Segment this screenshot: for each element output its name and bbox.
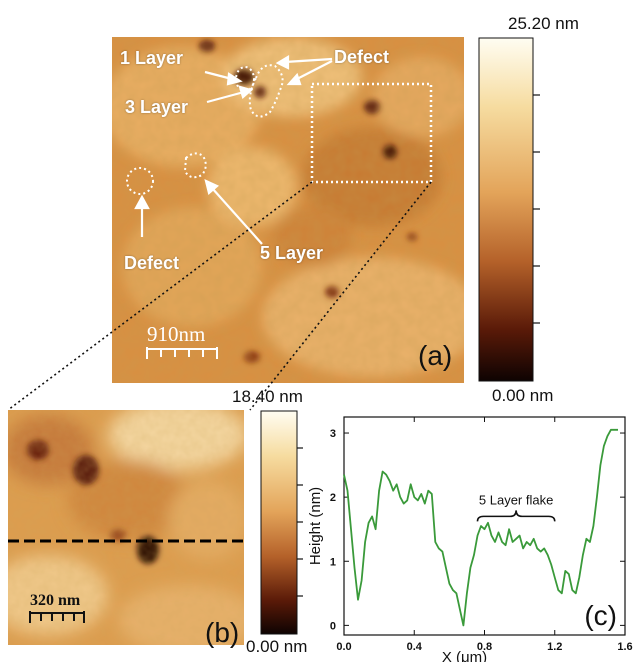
y-tick-label: 3 xyxy=(330,428,336,440)
colorbar-b-max-label: 18.40 nm xyxy=(232,387,303,406)
afm-image-b xyxy=(8,410,244,645)
arrow-five-layer xyxy=(211,187,263,245)
colorbar-a-max-label: 25.20 nm xyxy=(508,14,579,33)
defect-outline-left xyxy=(126,167,154,195)
colorbar-a-min-label: 0.00 nm xyxy=(492,386,554,405)
label-one-layer: 1 Layer xyxy=(120,48,184,68)
y-axis-label: Height (nm) xyxy=(307,487,324,565)
y-tick-label: 1 xyxy=(330,556,336,568)
x-tick-label: 1.2 xyxy=(547,641,562,653)
panel-label-a: (a) xyxy=(418,340,453,371)
five-layer-outline xyxy=(183,152,207,179)
plot-frame xyxy=(343,416,626,636)
scale-bar-a-label: 910nm xyxy=(147,322,206,346)
zoom-box xyxy=(310,82,433,184)
arrow-head-three-layer xyxy=(238,85,254,99)
flake-annotation-label: 5 Layer flake xyxy=(479,492,553,507)
arrow-three-layer xyxy=(206,90,245,104)
colorbar-b xyxy=(260,410,303,635)
arrow-head-five-layer xyxy=(204,179,220,196)
label-defect-left: Defect xyxy=(124,253,180,273)
x-tick-label: 0.8 xyxy=(477,641,492,653)
x-tick-label: 0.0 xyxy=(336,641,351,653)
arrow-head-one-layer xyxy=(226,72,243,86)
zoom-line-right xyxy=(249,181,432,411)
arrow-head-defect-left xyxy=(134,194,150,210)
height-profile-line xyxy=(343,428,618,627)
afm-image-a xyxy=(112,37,464,383)
arrow-defect-1 xyxy=(284,57,333,64)
colorbar-b-min-label: 0.00 nm xyxy=(246,637,308,656)
panel-label-c: (c) xyxy=(584,600,617,631)
three-layer-outline xyxy=(248,64,284,118)
label-defect-top: Defect xyxy=(334,47,390,67)
y-tick-label: 0 xyxy=(330,620,336,632)
y-tick-label: 2 xyxy=(330,492,336,504)
scale-bar-b-label: 320 nm xyxy=(30,592,81,609)
arrow-defect-2 xyxy=(294,60,333,81)
x-tick-label: 1.6 xyxy=(617,641,632,653)
arrow-head-defect-2 xyxy=(286,72,302,86)
zoom-line-left xyxy=(7,181,313,411)
x-tick-label: 0.4 xyxy=(407,641,423,653)
arrow-head-defect-1 xyxy=(275,55,290,70)
x-axis-label: X (μm) xyxy=(442,649,487,662)
height-profile-chart: 0.0 0.4 0.8 1.2 1.6 0 1 2 3 X (μm) Height (nm) 5 La… xyxy=(307,416,633,662)
scale-bar-b xyxy=(29,611,85,623)
panel-label-b: (b) xyxy=(205,617,240,648)
flake-bracket xyxy=(476,510,556,522)
colorbar-a xyxy=(478,37,540,382)
label-five-layer: 5 Layer xyxy=(260,243,324,263)
scale-bar-a xyxy=(146,347,218,359)
label-three-layer: 3 Layer xyxy=(125,97,189,117)
arrow-one-layer xyxy=(204,70,233,81)
